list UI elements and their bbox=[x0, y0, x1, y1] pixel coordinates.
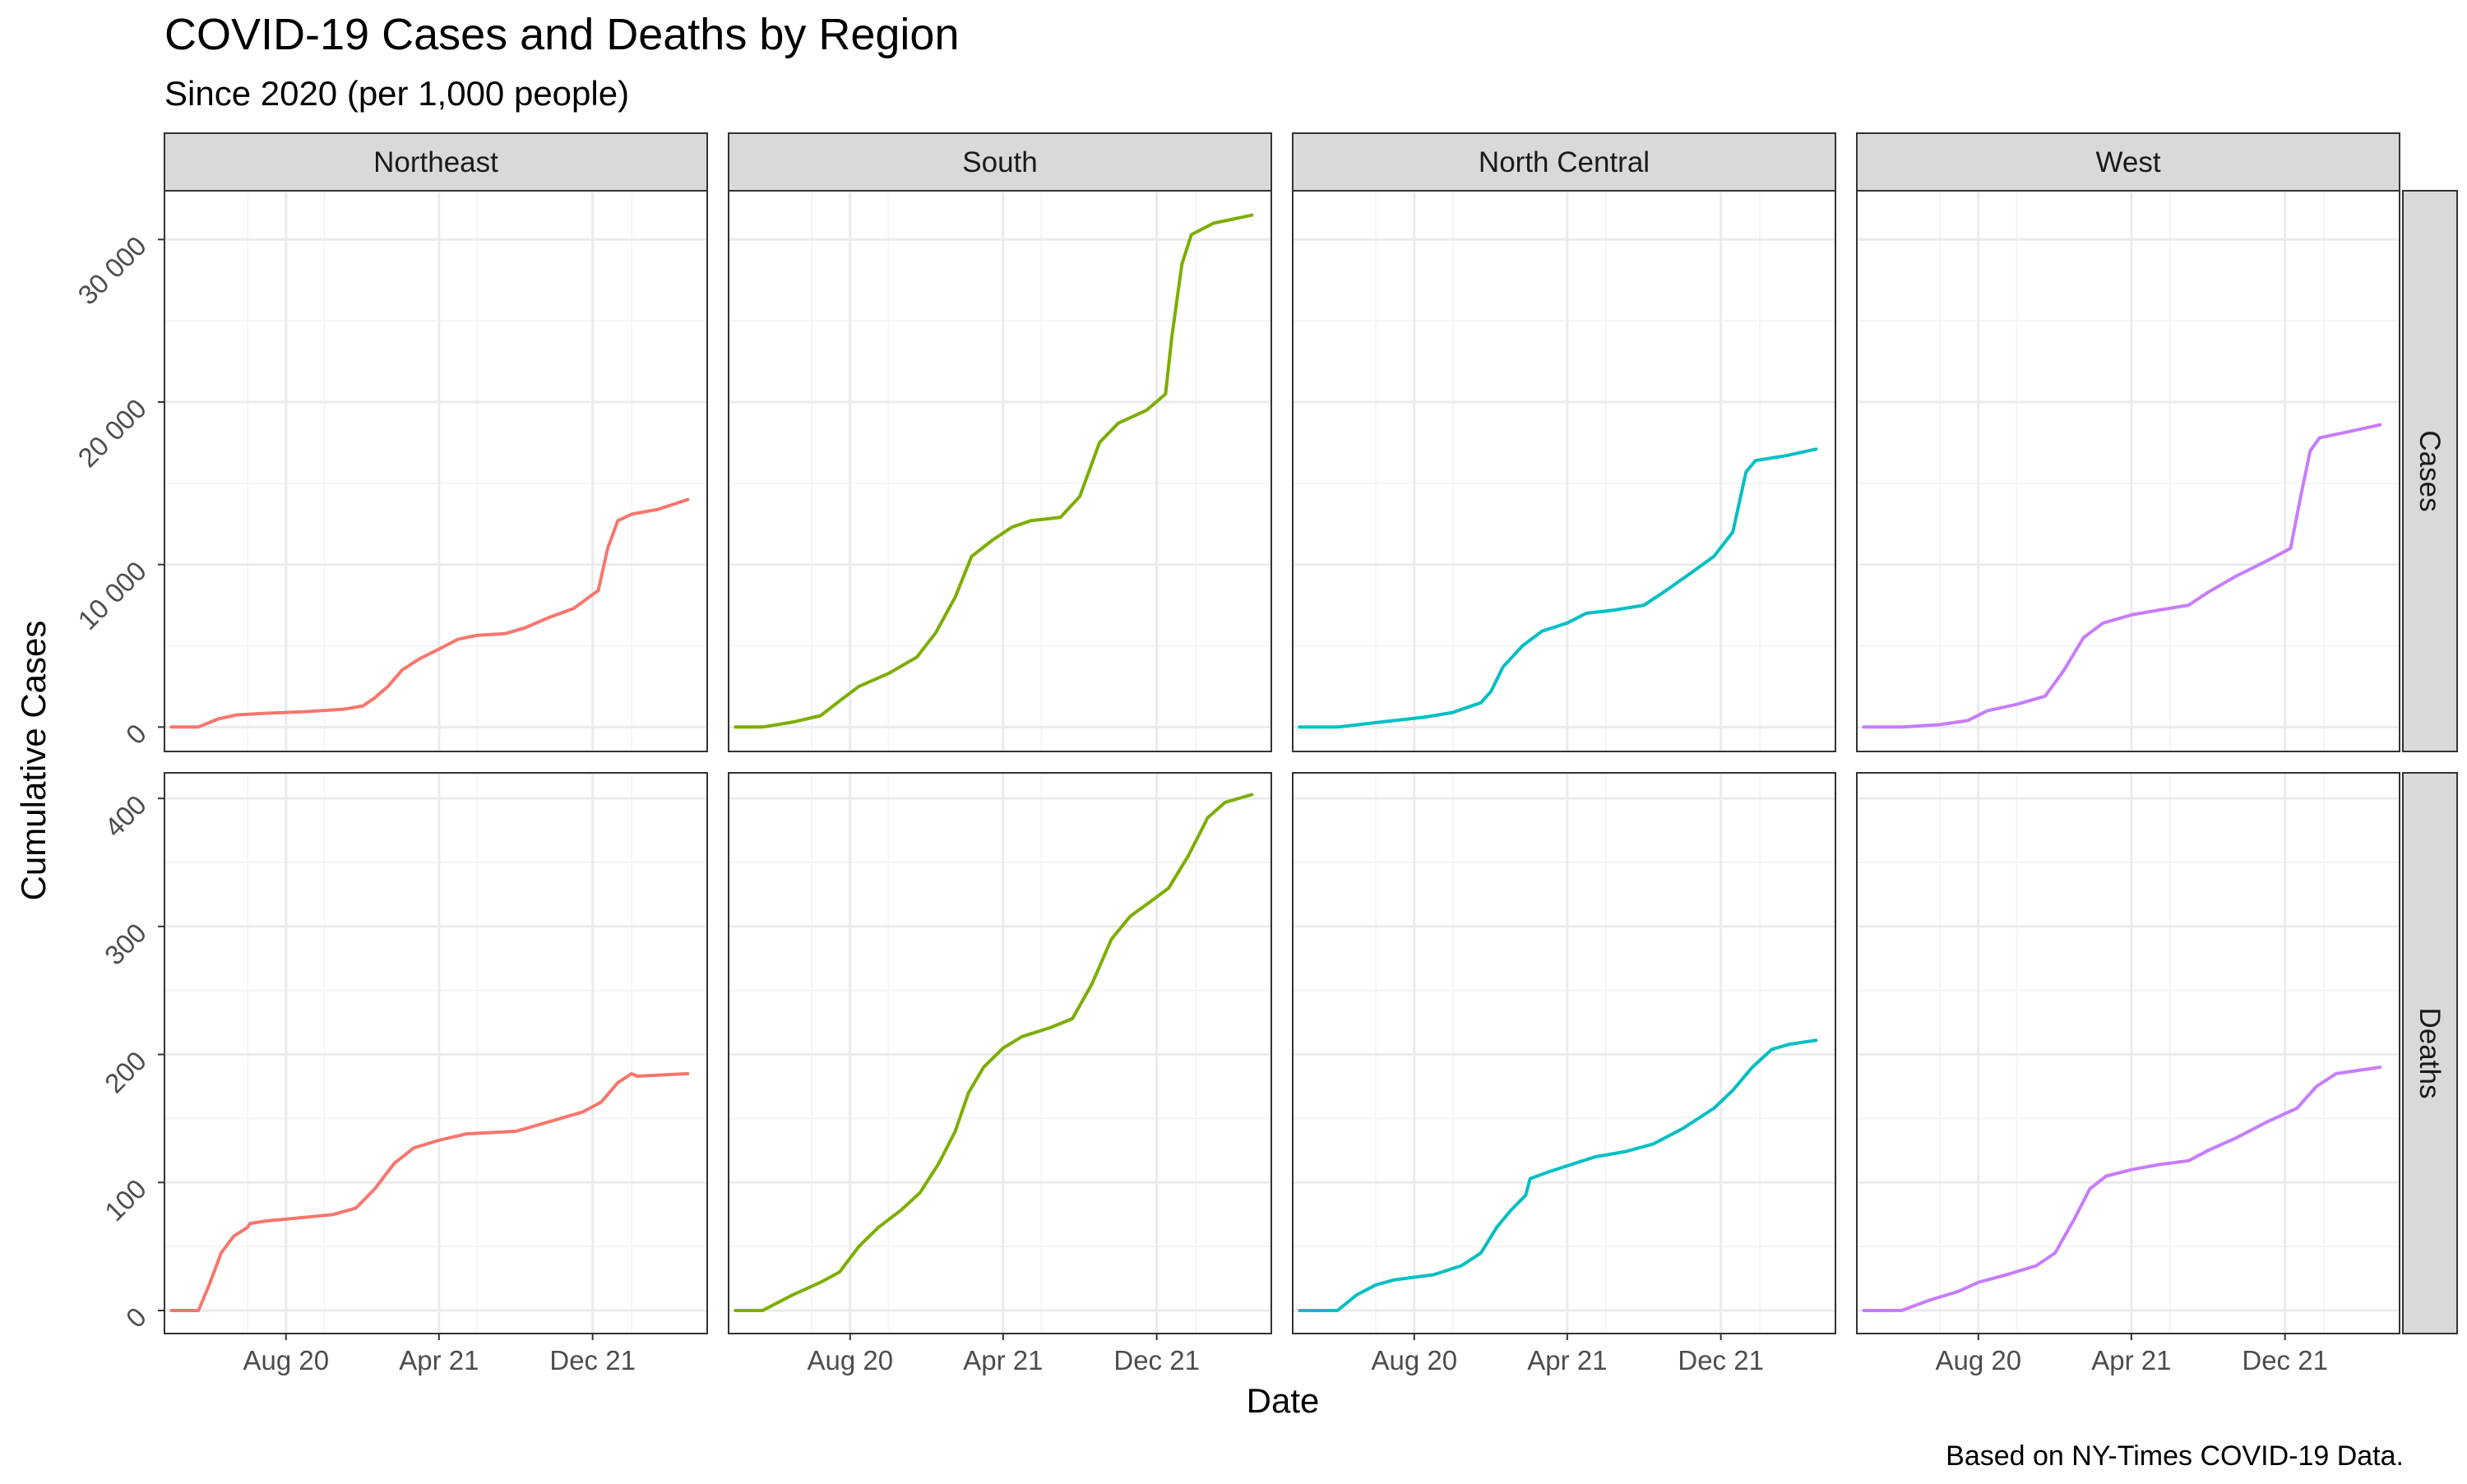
panel-background bbox=[1857, 773, 2400, 1334]
panel-background bbox=[729, 191, 1271, 751]
chart-title: COVID-19 Cases and Deaths by Region bbox=[164, 10, 960, 59]
row-strip-deaths bbox=[2402, 772, 2458, 1334]
panel-south-cases bbox=[728, 190, 1272, 752]
x-tick-label: Apr 21 bbox=[2091, 1345, 2171, 1375]
y-tick-label-cases: 30 000 bbox=[72, 230, 152, 311]
panel-background bbox=[1293, 191, 1835, 751]
y-tick-label-cases: 20 000 bbox=[72, 393, 152, 474]
y-tick-label-deaths: 200 bbox=[99, 1045, 152, 1098]
panel-border bbox=[728, 772, 1272, 1334]
series-line-west-cases bbox=[1862, 423, 2382, 729]
y-tick-label-deaths: 100 bbox=[99, 1173, 152, 1227]
x-axis-title: Date bbox=[1247, 1381, 1320, 1420]
x-tick-label: Aug 20 bbox=[1935, 1345, 2021, 1375]
series-line-south-deaths bbox=[734, 793, 1254, 1312]
y-axis-title: Cumulative Cases bbox=[14, 621, 53, 901]
panel-border bbox=[164, 772, 708, 1334]
panel-northeast-deaths bbox=[164, 772, 708, 1334]
x-tick-label: Apr 21 bbox=[399, 1345, 479, 1375]
y-tick-label-cases: 0 bbox=[120, 718, 152, 750]
panel-border bbox=[1292, 772, 1836, 1334]
facet-panels: Cases 0 10 000 20 000 30 000 Northeast South No… bbox=[72, 132, 2458, 1375]
panel-northeast-cases bbox=[164, 190, 708, 752]
x-tick-label: Aug 20 bbox=[1371, 1345, 1457, 1375]
x-tick-label: Aug 20 bbox=[807, 1345, 893, 1375]
panel-background bbox=[164, 773, 707, 1334]
y-tick-label-deaths: 400 bbox=[99, 789, 152, 843]
column-strip-north-central bbox=[1292, 132, 1836, 192]
y-tick-label-deaths: 300 bbox=[99, 918, 152, 971]
chart-subtitle: Since 2020 (per 1,000 people) bbox=[164, 74, 629, 113]
series-line-northeast-deaths bbox=[169, 1071, 690, 1312]
column-strip-south bbox=[728, 132, 1272, 192]
row-strip-label-deaths: Deaths bbox=[2414, 1008, 2446, 1099]
y-tick-label-deaths: 0 bbox=[120, 1301, 152, 1334]
x-tick-label: Aug 20 bbox=[243, 1345, 329, 1375]
x-tick-label: Apr 21 bbox=[963, 1345, 1043, 1375]
x-tick-label: Dec 21 bbox=[1678, 1345, 1764, 1375]
panel-background bbox=[1857, 191, 2400, 751]
panel-south-deaths bbox=[728, 772, 1272, 1334]
row-strip-cases bbox=[2402, 190, 2458, 752]
chart-caption: Based on NY-Times COVID-19 Data. bbox=[1946, 1440, 2404, 1472]
series-line-north-central-cases bbox=[1298, 447, 1818, 729]
panel-background bbox=[1293, 773, 1835, 1334]
column-strip-label-northeast: Northeast bbox=[373, 146, 498, 178]
panel-border bbox=[728, 190, 1272, 752]
panel-border bbox=[1292, 190, 1836, 752]
column-strip-label-west: West bbox=[2095, 146, 2160, 178]
x-tick-label: Apr 21 bbox=[1527, 1345, 1607, 1375]
panel-background bbox=[164, 191, 707, 751]
y-tick-label-cases: 10 000 bbox=[72, 555, 152, 636]
panel-west-deaths bbox=[1856, 772, 2400, 1334]
x-tick-label: Dec 21 bbox=[549, 1345, 636, 1375]
x-tick-label: Dec 21 bbox=[1113, 1345, 1200, 1375]
panel-north-central-cases bbox=[1292, 190, 1836, 752]
series-line-northeast-cases bbox=[169, 497, 690, 729]
series-line-south-cases bbox=[734, 213, 1254, 729]
panel-west-cases bbox=[1856, 190, 2400, 752]
column-strip-label-south: South bbox=[962, 146, 1037, 178]
x-tick-label: Dec 21 bbox=[2242, 1345, 2328, 1375]
series-line-west-deaths bbox=[1862, 1066, 2382, 1312]
panel-north-central-deaths bbox=[1292, 772, 1836, 1334]
panel-border bbox=[1856, 190, 2400, 752]
panel-border bbox=[164, 190, 708, 752]
series-line-north-central-deaths bbox=[1298, 1038, 1818, 1312]
row-strip-label-cases: Cases bbox=[2414, 430, 2446, 511]
column-strip-label-north-central: North Central bbox=[1479, 146, 1650, 178]
panel-border bbox=[1856, 772, 2400, 1334]
